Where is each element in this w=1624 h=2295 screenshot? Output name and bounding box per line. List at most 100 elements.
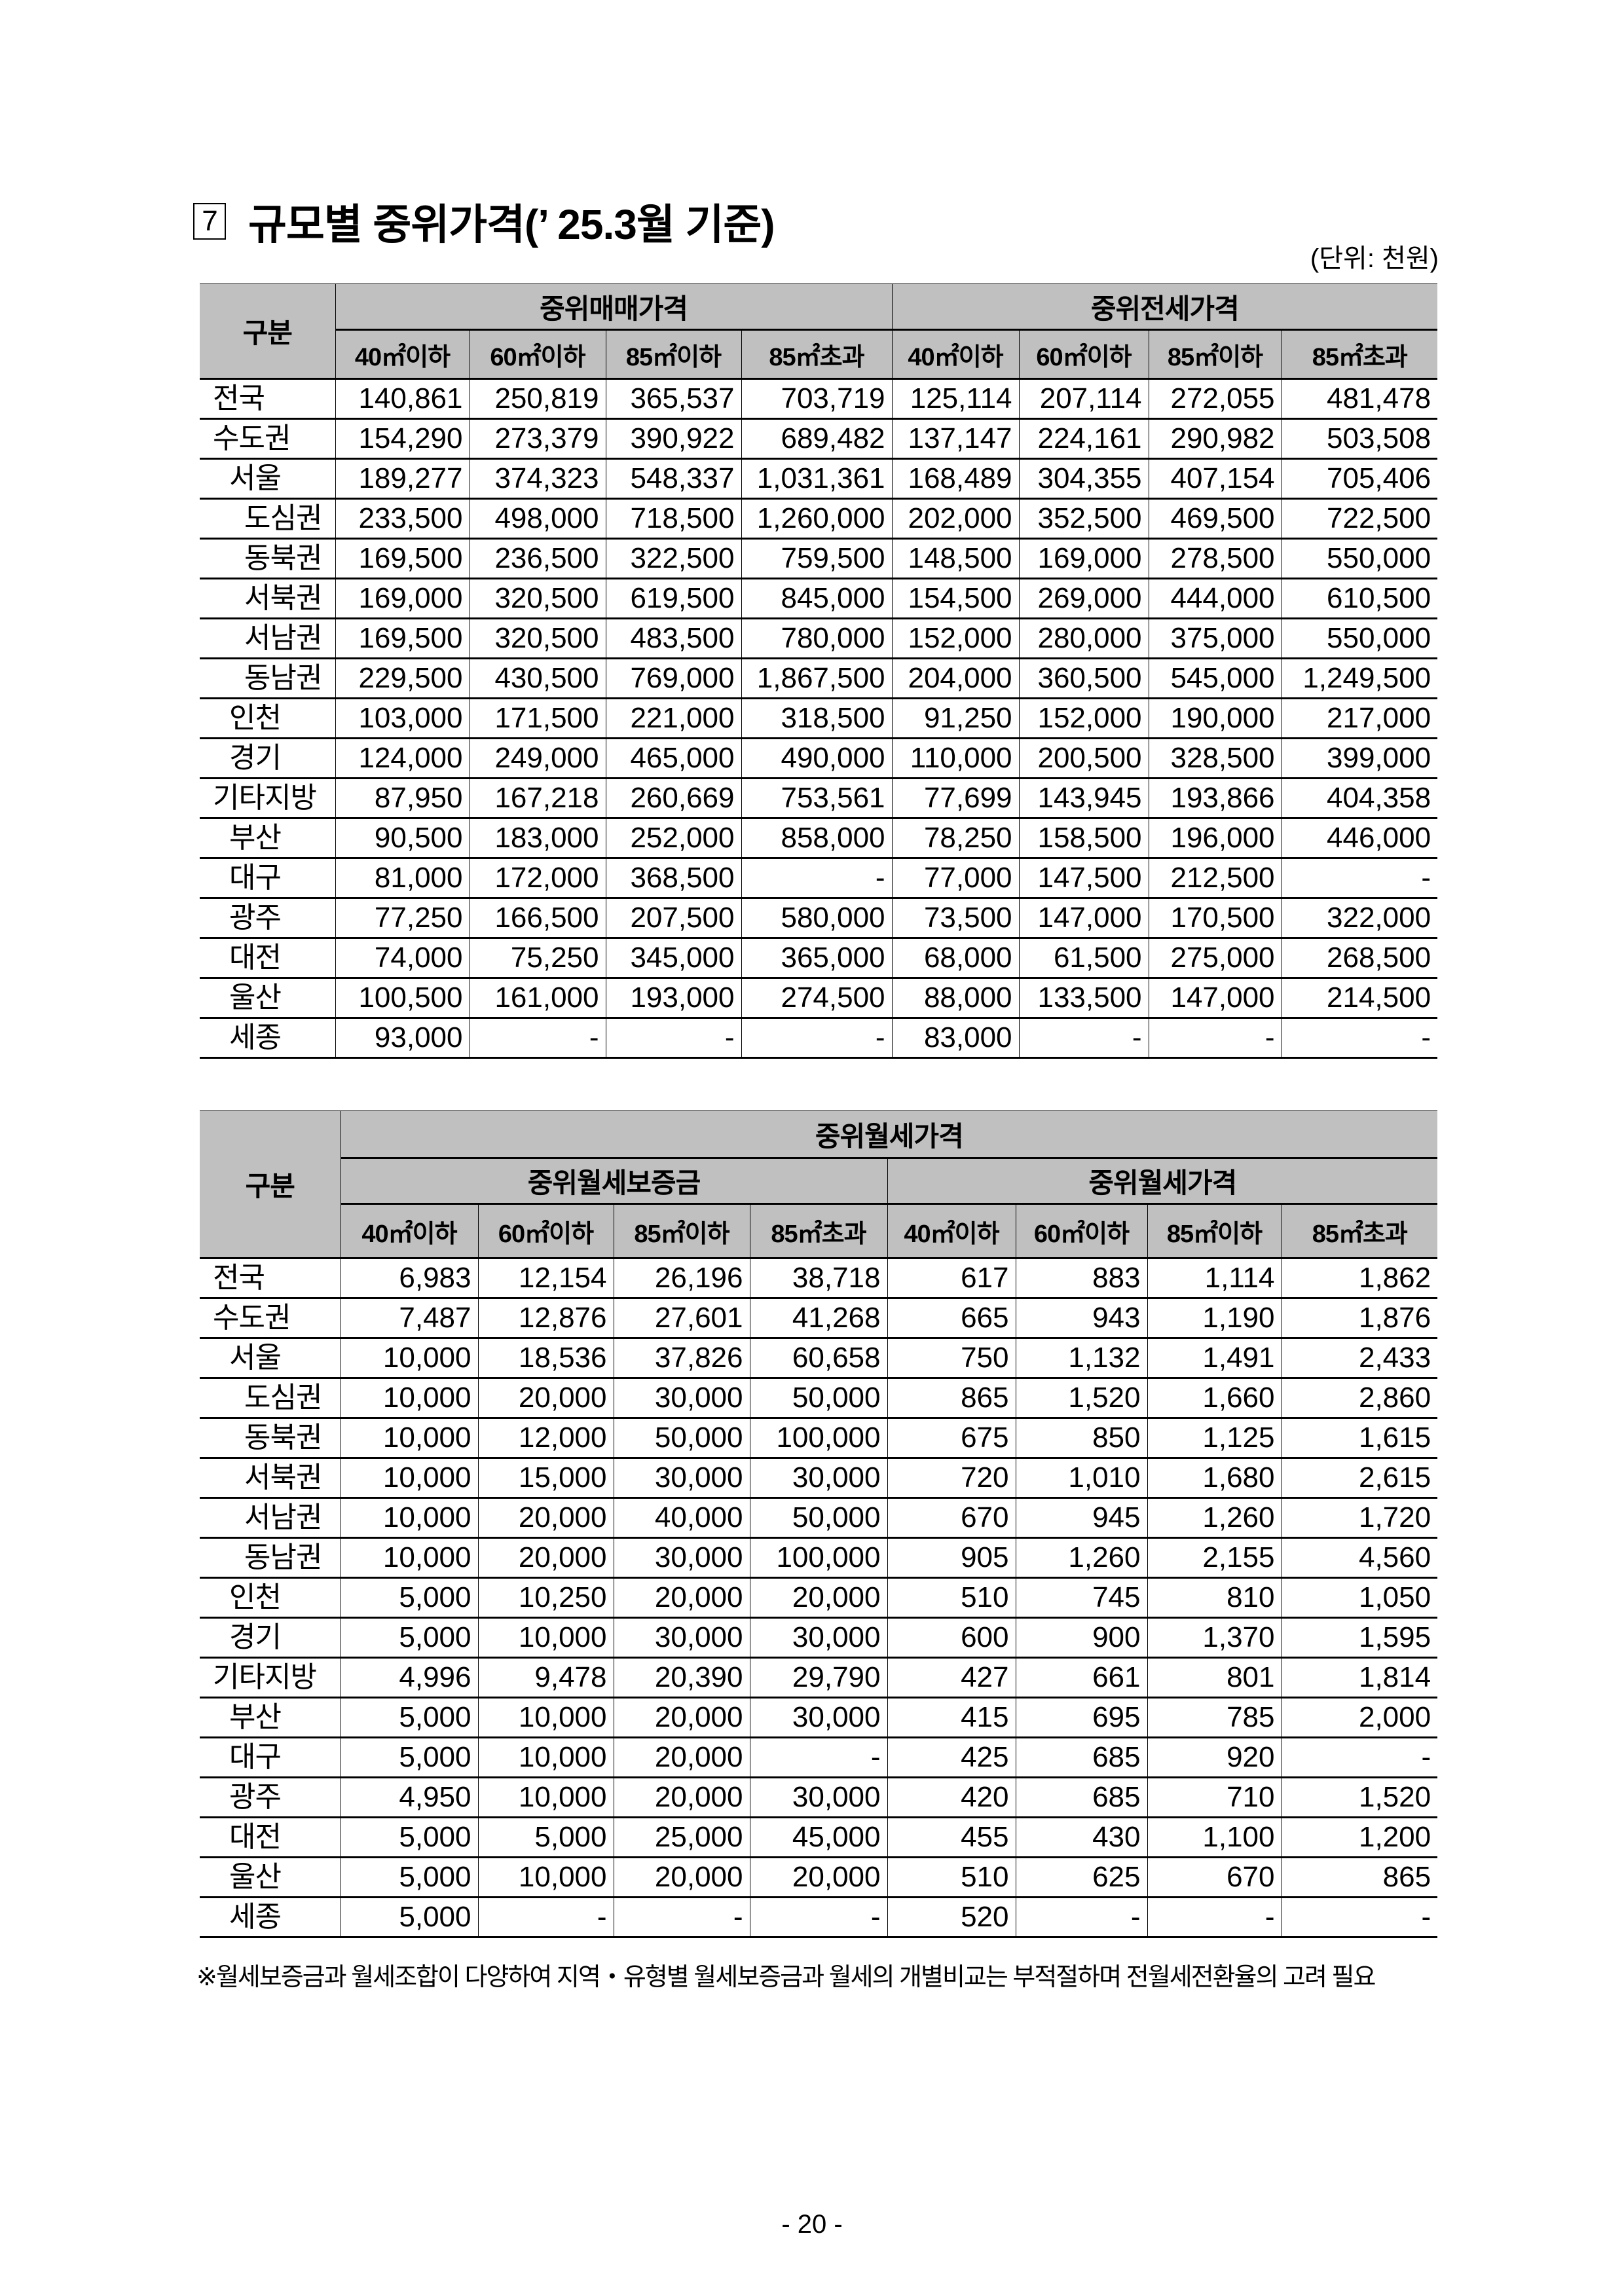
value-cell: 143,945 (1018, 778, 1149, 819)
value-cell: 1,114 (1147, 1258, 1282, 1299)
region-label: 동남권 (200, 658, 336, 699)
region-label: 기타지방 (200, 1657, 341, 1698)
value-cell: 10,000 (477, 1777, 614, 1818)
value-cell: 665 (887, 1298, 1016, 1339)
value-cell: 2,615 (1281, 1458, 1438, 1499)
value-cell: 390,922 (605, 418, 742, 460)
value-cell: 124,000 (335, 738, 470, 779)
value-cell: 78,250 (891, 818, 1020, 859)
region-label: 전국 (200, 378, 336, 420)
value-cell: 883 (1015, 1258, 1148, 1299)
value-cell: 465,000 (605, 738, 742, 779)
value-cell: 670 (1147, 1857, 1282, 1898)
value-cell: 10,000 (340, 1378, 479, 1419)
value-cell: 1,260 (1147, 1497, 1282, 1539)
value-cell: 273,379 (469, 418, 606, 460)
region-label: 세종 (200, 1018, 336, 1059)
value-cell: 88,000 (891, 978, 1020, 1019)
table-row: 대구 5,000 10,000 20,000-425 685 920- (200, 1737, 1438, 1778)
value-cell: 170,500 (1148, 898, 1282, 939)
region-label: 광주 (200, 898, 336, 939)
value-cell: 5,000 (340, 1617, 479, 1659)
value-cell: 1,200 (1281, 1817, 1438, 1858)
value-cell: 30,000 (613, 1617, 750, 1659)
subheader-size: 40㎡이하 (891, 329, 1020, 380)
value-cell: 320,500 (469, 618, 606, 659)
subheader-size: 40㎡이하 (340, 1203, 479, 1259)
value-cell: - (741, 1018, 893, 1059)
region-label: 인천 (200, 698, 336, 739)
value-cell: 83,000 (891, 1018, 1020, 1059)
value-cell: 183,000 (469, 818, 606, 859)
value-cell: 10,000 (340, 1497, 479, 1539)
value-cell: 20,000 (613, 1777, 750, 1818)
value-cell: 30,000 (613, 1458, 750, 1499)
value-cell: 110,000 (891, 738, 1020, 779)
table-row: 동남권 229,500 430,500 769,000 1,867,500 204,000… (200, 658, 1438, 699)
value-cell: 193,000 (605, 978, 742, 1019)
header-category: 구분 (200, 1111, 341, 1259)
value-cell: 91,250 (891, 698, 1020, 739)
table-row: 기타지방 4,996 9,478 20,390 29,790 427 661 801 1,814 (200, 1657, 1438, 1698)
value-cell: 1,031,361 (741, 458, 893, 500)
value-cell: 503,508 (1281, 418, 1438, 460)
value-cell: 610,500 (1281, 578, 1438, 619)
value-cell: - (1281, 858, 1438, 899)
value-cell: 61,500 (1018, 938, 1149, 979)
value-cell: 229,500 (335, 658, 470, 699)
value-cell: 202,000 (891, 498, 1020, 540)
unit-label: (단위: 천원) (1310, 244, 1439, 273)
value-cell: 1,249,500 (1281, 658, 1438, 699)
value-cell: 1,050 (1281, 1577, 1438, 1619)
table-row: 인천 103,000 171,500 221,000 318,500 91,250 152,… (200, 698, 1438, 739)
region-label: 대전 (200, 1817, 341, 1858)
value-cell: 158,500 (1018, 818, 1149, 859)
value-cell: 77,000 (891, 858, 1020, 899)
value-cell: - (1147, 1897, 1282, 1938)
value-cell: 12,876 (477, 1298, 614, 1339)
value-cell: 250,819 (469, 378, 606, 420)
value-cell: 850 (1015, 1418, 1148, 1459)
value-cell: 399,000 (1281, 738, 1438, 779)
table-row: 기타지방 87,950 167,218 260,669 753,561 77,699 143… (200, 778, 1438, 819)
value-cell: 100,500 (335, 978, 470, 1019)
value-cell: 1,862 (1281, 1258, 1438, 1299)
value-cell: 125,114 (891, 378, 1020, 420)
region-label: 대전 (200, 938, 336, 979)
value-cell: 718,500 (605, 498, 742, 540)
section-title: 7 규모별 중위가격(’ 25.3월 기준) (193, 191, 775, 251)
value-cell: 801 (1147, 1657, 1282, 1698)
value-cell: 705,406 (1281, 458, 1438, 500)
header-sale-price: 중위매매가격 (335, 284, 893, 331)
table-row: 인천 5,000 10,250 20,000 20,000 510 745 810 1,050 (200, 1577, 1438, 1619)
value-cell: 30,000 (749, 1697, 888, 1738)
table-row: 세종 5,000- - -520- - - (200, 1897, 1438, 1938)
value-cell: 30,000 (613, 1537, 750, 1579)
table-row: 대구 81,000 172,000 368,500-77,000 147,500 212,… (200, 858, 1438, 899)
value-cell: 45,000 (749, 1817, 888, 1858)
value-cell: 224,161 (1018, 418, 1149, 460)
value-cell: 1,370 (1147, 1617, 1282, 1659)
value-cell: 550,000 (1281, 538, 1438, 579)
value-cell: - (605, 1018, 742, 1059)
value-cell: 722,500 (1281, 498, 1438, 540)
subheader-size: 60㎡이하 (477, 1203, 614, 1259)
region-label: 부산 (200, 1697, 341, 1738)
value-cell: 625 (1015, 1857, 1148, 1898)
table-row: 경기 5,000 10,000 30,000 30,000 600 900 1,370 1,59… (200, 1617, 1438, 1659)
value-cell: 1,520 (1281, 1777, 1438, 1818)
value-cell: 785 (1147, 1697, 1282, 1738)
value-cell: 858,000 (741, 818, 893, 859)
region-label: 도심권 (200, 498, 336, 540)
region-label: 광주 (200, 1777, 341, 1818)
value-cell: 670 (887, 1497, 1016, 1539)
footnote: ※월세보증금과 월세조합이 다양하여 지역・유형별 월세보증금과 월세의 개별비… (196, 1964, 1376, 1991)
value-cell: 580,000 (741, 898, 893, 939)
value-cell: - (613, 1897, 750, 1938)
value-cell: 190,000 (1148, 698, 1282, 739)
value-cell: 328,500 (1148, 738, 1282, 779)
region-label: 대구 (200, 858, 336, 899)
value-cell: 260,669 (605, 778, 742, 819)
value-cell: 169,500 (335, 618, 470, 659)
value-cell: 365,537 (605, 378, 742, 420)
